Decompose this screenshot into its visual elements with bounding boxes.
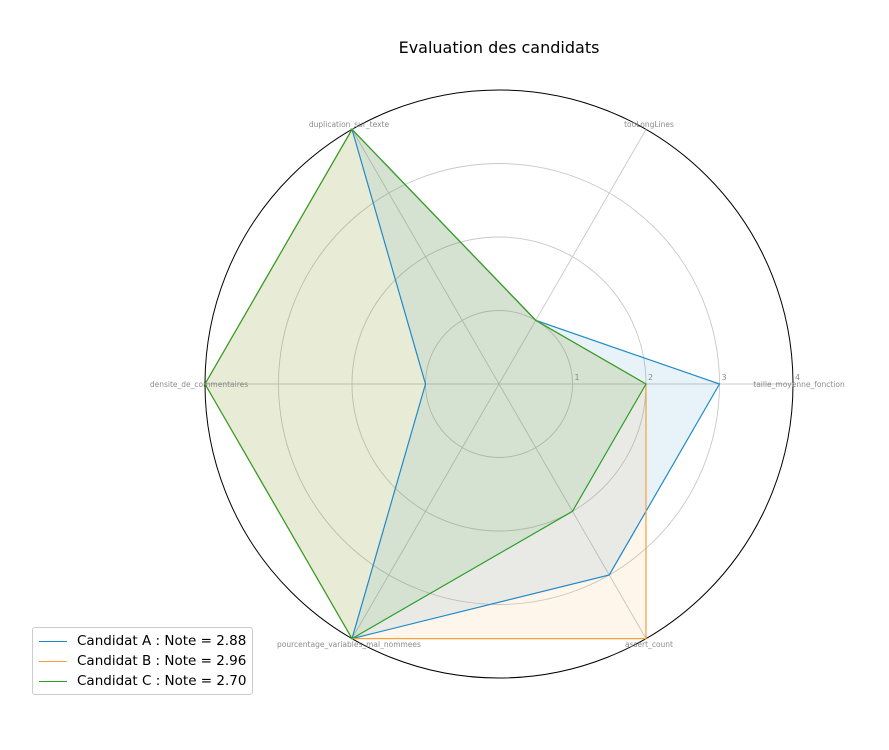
r-tick-label-1: 1 [575, 373, 580, 382]
legend-swatch-c [39, 680, 67, 682]
legend: Candidat A : Note = 2.88 Candidat B : No… [32, 627, 254, 695]
r-tick-label-3: 3 [722, 373, 727, 382]
legend-label-c: Candidat C : Note = 2.70 [77, 673, 247, 689]
r-tick-label-4: 4 [795, 373, 800, 382]
series-line-2 [204, 128, 647, 640]
legend-label-a: Candidat A : Note = 2.88 [77, 633, 247, 649]
spoke-2 [351, 129, 500, 385]
radar-series [204, 128, 721, 640]
axis-label-assert_count: assert_count [625, 640, 673, 649]
legend-swatch-a [39, 640, 67, 642]
legend-item-b: Candidat B : Note = 2.96 [39, 651, 246, 671]
r-tick-label-2: 2 [648, 373, 653, 382]
legend-swatch-b [39, 660, 67, 662]
series-fill-0 [352, 129, 720, 639]
axis-label-densite_de_commentaires: densite_de_commentaires [150, 380, 248, 389]
legend-item-a: Candidat A : Note = 2.88 [39, 631, 246, 651]
axis-label-duplication_sur_texte: duplication_sur_texte [309, 120, 390, 129]
axis-label-tooLongLines: tooLongLines [624, 120, 674, 129]
chart-title: Evaluation des candidats [399, 38, 600, 57]
legend-item-c: Candidat C : Note = 2.70 [39, 671, 246, 691]
spoke-1 [498, 129, 647, 385]
spoke-4 [351, 383, 500, 639]
axis-label-taille_moyenne_fonction: taille_moyenne_fonction [753, 380, 845, 389]
axis-label-pourcentage_variables_mal_nommees: pourcentage_variables_mal_nommees [277, 640, 421, 649]
legend-label-b: Candidat B : Note = 2.96 [77, 653, 247, 669]
